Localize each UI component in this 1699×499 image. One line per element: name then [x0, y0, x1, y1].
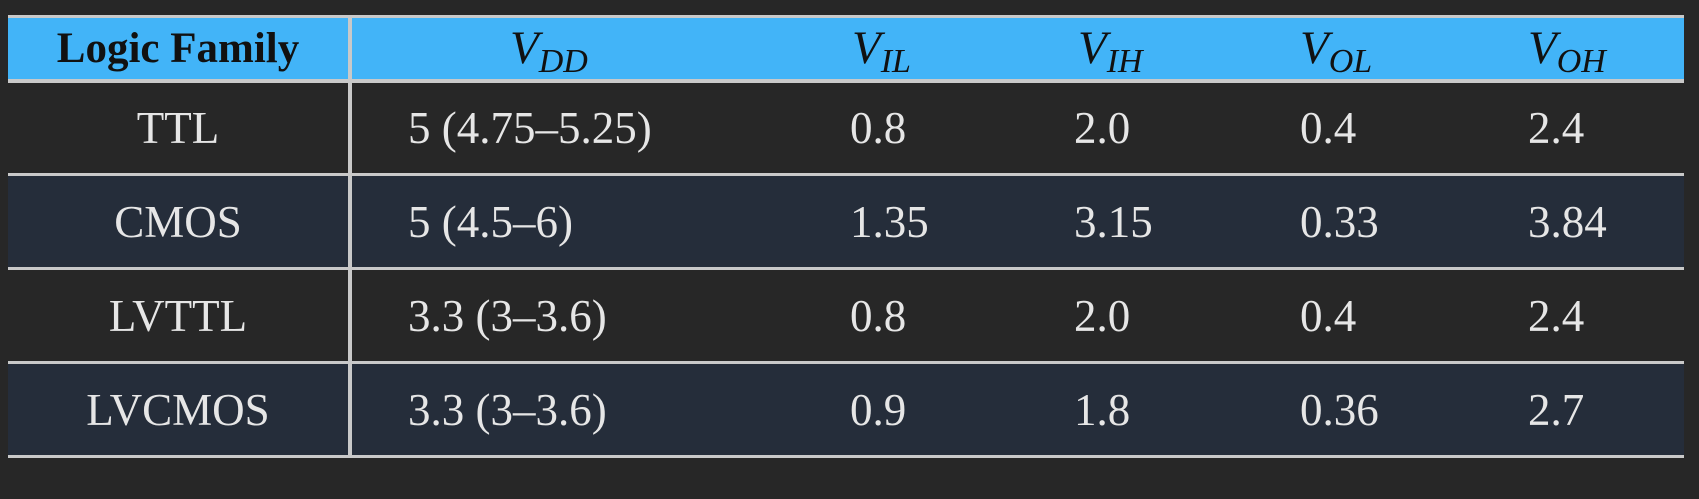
logic-levels-table: Logic Family VDD VIL VIH VOL VOH TTL 5 (…: [8, 15, 1684, 458]
cell-vil: 0.9: [850, 384, 907, 435]
header-vih: VIH: [1016, 15, 1242, 83]
header-vol: VOL: [1242, 15, 1470, 83]
cell-vdd: 5 (4.75–5.25): [408, 102, 652, 153]
cell-vol: 0.36: [1300, 384, 1379, 435]
cell-voh: 3.84: [1528, 196, 1607, 247]
header-vdd-main: V: [510, 22, 539, 75]
cell-voh: 2.7: [1528, 384, 1585, 435]
header-vil: VIL: [784, 15, 1016, 83]
header-vol-sub: OL: [1328, 43, 1373, 81]
cell-voh: 2.4: [1528, 290, 1585, 341]
cell-vih: 2.0: [1074, 290, 1131, 341]
cell-voh: 2.4: [1528, 102, 1585, 153]
cell-vol: 0.4: [1300, 290, 1357, 341]
cell-family: LVTTL: [8, 268, 352, 363]
table-row-lvttl: LVTTL 3.3 (3–3.6) 0.8 2.0 0.4 2.4: [8, 268, 1684, 363]
cell-vdd: 3.3 (3–3.6): [408, 384, 607, 435]
header-voh: VOH: [1470, 15, 1684, 83]
cell-family: CMOS: [8, 174, 352, 269]
header-vdd-sub: DD: [538, 43, 588, 81]
cell-vol: 0.33: [1300, 196, 1379, 247]
cell-vih: 2.0: [1074, 102, 1131, 153]
header-vdd: VDD: [350, 15, 784, 83]
cell-family: TTL: [8, 80, 352, 175]
cell-vil: 0.8: [850, 102, 907, 153]
cell-vil: 0.8: [850, 290, 907, 341]
table-header-row: Logic Family VDD VIL VIH VOL VOH: [8, 15, 1684, 83]
header-vih-sub: IH: [1106, 43, 1143, 81]
header-logic-family: Logic Family: [8, 15, 352, 83]
header-voh-main: V: [1528, 22, 1557, 75]
header-vil-main: V: [852, 22, 881, 75]
header-voh-sub: OH: [1556, 43, 1606, 81]
cell-vih: 1.8: [1074, 384, 1131, 435]
cell-vdd: 3.3 (3–3.6): [408, 290, 607, 341]
header-vol-main: V: [1300, 22, 1329, 75]
header-vih-main: V: [1078, 22, 1107, 75]
table-row-ttl: TTL 5 (4.75–5.25) 0.8 2.0 0.4 2.4: [8, 80, 1684, 175]
table-row-lvcmos: LVCMOS 3.3 (3–3.6) 0.9 1.8 0.36 2.7: [8, 362, 1684, 457]
header-vil-sub: IL: [880, 43, 911, 81]
logic-levels-table-container: Logic Family VDD VIL VIH VOL VOH TTL 5 (…: [8, 15, 1684, 481]
cell-vdd: 5 (4.5–6): [408, 196, 573, 247]
table-row-cmos: CMOS 5 (4.5–6) 1.35 3.15 0.33 3.84: [8, 174, 1684, 269]
cell-family: LVCMOS: [8, 362, 352, 457]
cell-vih: 3.15: [1074, 196, 1153, 247]
cell-vil: 1.35: [850, 196, 929, 247]
cell-vol: 0.4: [1300, 102, 1357, 153]
